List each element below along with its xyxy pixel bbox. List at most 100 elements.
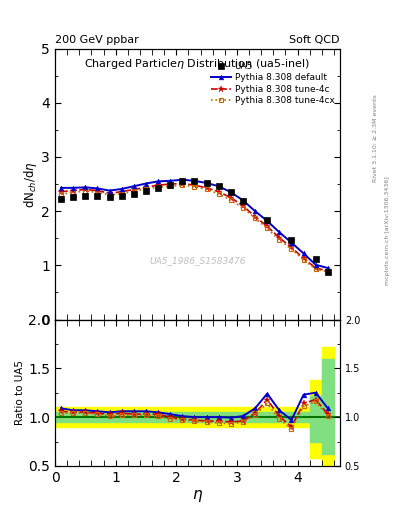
UA5 xyxy=(143,188,148,194)
Pythia 8.308 default xyxy=(156,178,160,184)
Pythia 8.308 tune-4cx xyxy=(168,183,173,189)
Text: mcplots.cern.ch [arXiv:1306.3436]: mcplots.cern.ch [arXiv:1306.3436] xyxy=(385,176,389,285)
Pythia 8.308 default xyxy=(119,186,124,192)
Pythia 8.308 tune-4c xyxy=(119,188,124,195)
Pythia 8.308 tune-4c xyxy=(83,186,88,193)
Pythia 8.308 tune-4c xyxy=(71,187,75,194)
Pythia 8.308 tune-4cx xyxy=(119,191,124,197)
Pythia 8.308 tune-4c xyxy=(277,234,282,241)
Pythia 8.308 default xyxy=(313,262,318,268)
Y-axis label: dN$_{ch}$/d$\eta$: dN$_{ch}$/d$\eta$ xyxy=(22,161,39,207)
UA5 xyxy=(119,193,124,199)
Pythia 8.308 default xyxy=(59,185,63,191)
UA5 xyxy=(71,194,75,200)
UA5 xyxy=(228,188,233,195)
Pythia 8.308 tune-4c xyxy=(180,180,185,186)
Pythia 8.308 tune-4c xyxy=(228,195,233,201)
Line: Pythia 8.308 tune-4c: Pythia 8.308 tune-4c xyxy=(58,180,331,274)
Line: UA5: UA5 xyxy=(58,179,331,275)
Pythia 8.308 tune-4cx xyxy=(216,191,221,197)
Pythia 8.308 tune-4cx xyxy=(83,188,88,194)
Pythia 8.308 tune-4cx xyxy=(107,192,112,198)
Pythia 8.308 tune-4c xyxy=(241,203,245,209)
Pythia 8.308 tune-4cx xyxy=(228,197,233,203)
Pythia 8.308 tune-4c xyxy=(216,188,221,195)
Pythia 8.308 tune-4cx xyxy=(313,266,318,272)
Pythia 8.308 tune-4cx xyxy=(253,215,257,221)
UA5 xyxy=(325,269,330,275)
Pythia 8.308 default xyxy=(192,178,197,184)
Text: Soft QCD: Soft QCD xyxy=(290,34,340,45)
UA5 xyxy=(241,198,245,204)
UA5 xyxy=(216,183,221,189)
Pythia 8.308 default xyxy=(216,183,221,189)
Pythia 8.308 tune-4cx xyxy=(241,205,245,211)
Pythia 8.308 default xyxy=(289,240,294,246)
UA5 xyxy=(107,194,112,200)
Pythia 8.308 tune-4cx xyxy=(265,225,270,231)
Line: Pythia 8.308 default: Pythia 8.308 default xyxy=(59,177,330,270)
Pythia 8.308 tune-4c xyxy=(313,265,318,271)
Pythia 8.308 default xyxy=(204,180,209,186)
X-axis label: $\eta$: $\eta$ xyxy=(192,487,203,504)
Pythia 8.308 default xyxy=(83,184,88,190)
Pythia 8.308 tune-4c xyxy=(59,188,63,195)
UA5 xyxy=(156,185,160,191)
Pythia 8.308 default xyxy=(228,189,233,195)
Pythia 8.308 tune-4c xyxy=(95,187,100,194)
Pythia 8.308 tune-4cx xyxy=(156,184,160,190)
Pythia 8.308 tune-4c xyxy=(289,244,294,250)
Y-axis label: Ratio to UA5: Ratio to UA5 xyxy=(15,360,26,425)
UA5 xyxy=(204,180,209,186)
Pythia 8.308 tune-4cx xyxy=(289,246,294,252)
Pythia 8.308 default xyxy=(325,265,330,271)
UA5 xyxy=(192,178,197,184)
UA5 xyxy=(313,256,318,262)
UA5 xyxy=(83,193,88,199)
UA5 xyxy=(132,191,136,197)
Pythia 8.308 tune-4c xyxy=(143,184,148,190)
Pythia 8.308 tune-4c xyxy=(107,190,112,197)
UA5 xyxy=(289,237,294,243)
UA5 xyxy=(95,193,100,199)
Text: 200 GeV ppbar: 200 GeV ppbar xyxy=(55,34,139,45)
Pythia 8.308 default xyxy=(180,177,185,183)
Pythia 8.308 tune-4c xyxy=(192,182,197,188)
UA5 xyxy=(59,196,63,202)
Pythia 8.308 default xyxy=(253,208,257,214)
Pythia 8.308 tune-4c xyxy=(265,223,270,229)
Pythia 8.308 tune-4c xyxy=(301,255,306,261)
Pythia 8.308 tune-4cx xyxy=(132,188,136,194)
Pythia 8.308 default xyxy=(95,185,100,191)
UA5 xyxy=(265,217,270,223)
Pythia 8.308 default xyxy=(132,183,136,189)
Legend: UA5, Pythia 8.308 default, Pythia 8.308 tune-4c, Pythia 8.308 tune-4cx: UA5, Pythia 8.308 default, Pythia 8.308 … xyxy=(208,58,338,109)
Pythia 8.308 tune-4cx xyxy=(192,184,197,190)
Line: Pythia 8.308 tune-4cx: Pythia 8.308 tune-4cx xyxy=(59,183,330,274)
Pythia 8.308 default xyxy=(143,180,148,186)
Pythia 8.308 tune-4c xyxy=(132,186,136,193)
Pythia 8.308 tune-4cx xyxy=(59,191,63,198)
Pythia 8.308 default xyxy=(301,250,306,257)
Text: Charged Particle$\eta$ Distribution (ua5-inel): Charged Particle$\eta$ Distribution (ua5… xyxy=(84,57,310,71)
Text: UA5_1986_S1583476: UA5_1986_S1583476 xyxy=(149,257,246,265)
Pythia 8.308 default xyxy=(277,229,282,236)
Pythia 8.308 tune-4cx xyxy=(325,269,330,275)
Pythia 8.308 tune-4c xyxy=(253,214,257,220)
Pythia 8.308 default xyxy=(265,218,270,224)
Pythia 8.308 tune-4cx xyxy=(204,186,209,193)
Text: Rivet 3.1.10; ≥ 2.3M events: Rivet 3.1.10; ≥ 2.3M events xyxy=(373,94,378,182)
Pythia 8.308 tune-4c xyxy=(168,181,173,187)
Pythia 8.308 tune-4cx xyxy=(143,186,148,192)
Pythia 8.308 tune-4c xyxy=(156,182,160,188)
UA5 xyxy=(168,182,173,188)
UA5 xyxy=(180,178,185,184)
Pythia 8.308 tune-4cx xyxy=(95,189,100,195)
Pythia 8.308 tune-4cx xyxy=(277,237,282,243)
Pythia 8.308 default xyxy=(241,197,245,203)
Pythia 8.308 default xyxy=(71,185,75,191)
Pythia 8.308 tune-4c xyxy=(325,268,330,274)
Pythia 8.308 tune-4cx xyxy=(180,182,185,188)
Pythia 8.308 default xyxy=(168,178,173,184)
Pythia 8.308 tune-4cx xyxy=(71,189,75,195)
